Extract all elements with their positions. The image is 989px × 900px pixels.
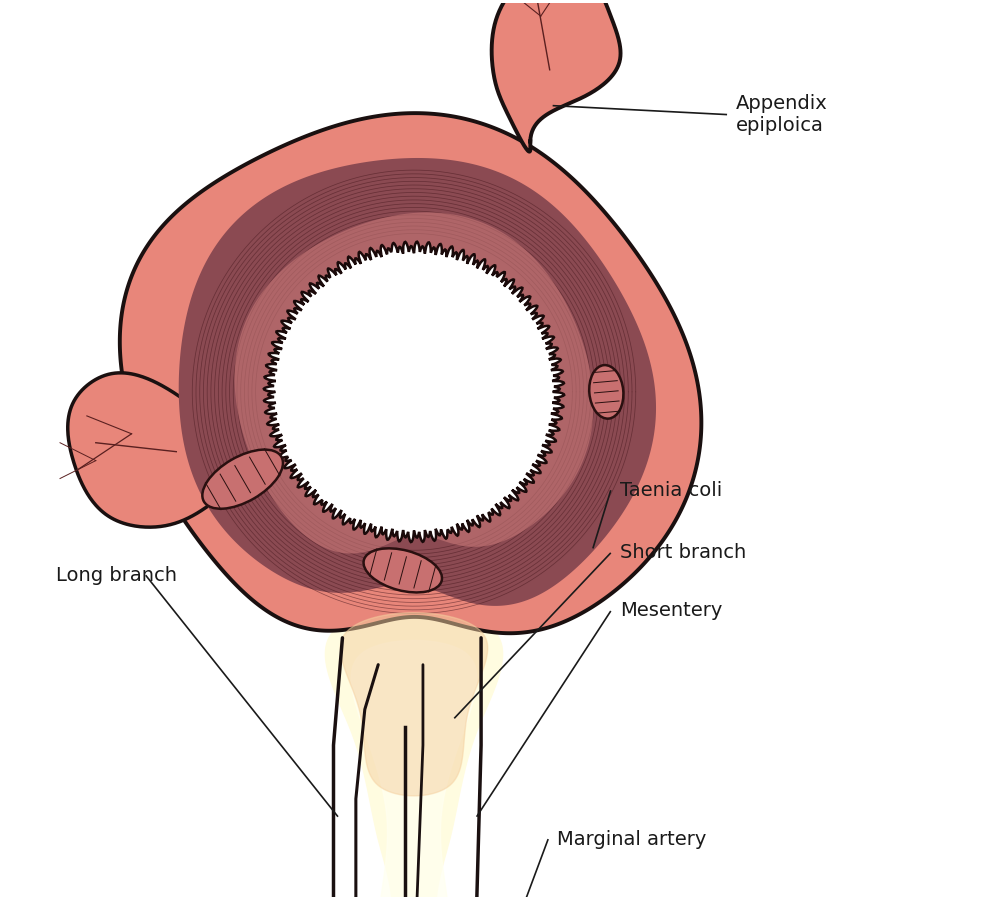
Ellipse shape: [364, 548, 442, 592]
Polygon shape: [264, 242, 564, 542]
Ellipse shape: [589, 365, 623, 418]
Polygon shape: [340, 613, 488, 796]
Text: Marginal artery: Marginal artery: [557, 830, 706, 849]
Text: Long branch: Long branch: [56, 566, 177, 585]
Polygon shape: [120, 113, 701, 634]
Text: Mesentery: Mesentery: [620, 601, 722, 620]
Text: Taenia coli: Taenia coli: [620, 481, 722, 500]
Ellipse shape: [203, 450, 283, 508]
Polygon shape: [179, 158, 656, 606]
Polygon shape: [67, 373, 244, 527]
Polygon shape: [234, 212, 593, 554]
Text: Short branch: Short branch: [620, 544, 746, 562]
Polygon shape: [492, 0, 620, 151]
Polygon shape: [325, 607, 502, 900]
Text: Appendix
epiploica: Appendix epiploica: [736, 94, 828, 135]
Polygon shape: [351, 641, 477, 900]
